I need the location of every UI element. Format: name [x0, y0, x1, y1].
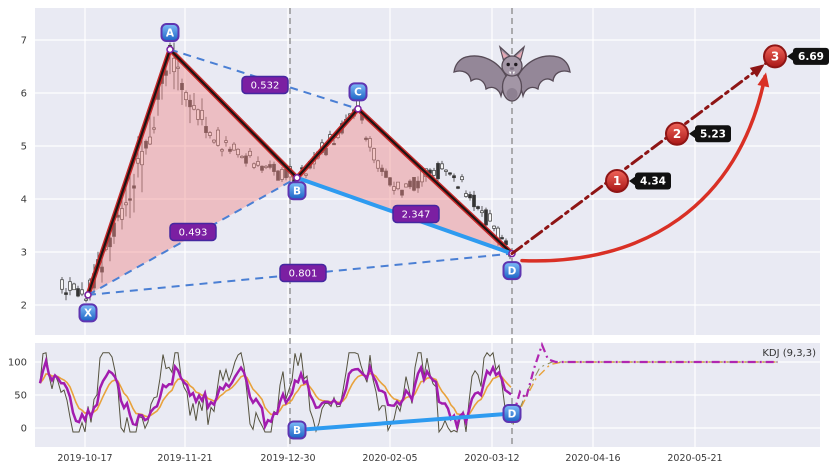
target-number: 2 — [673, 127, 681, 141]
kdj-point-d-label: D — [508, 408, 517, 420]
y-tick-label: 3 — [21, 248, 27, 259]
candlesticks — [60, 42, 516, 303]
x-tick-label: 2020-04-16 — [565, 453, 620, 464]
kdj-tick-label: 0 — [21, 424, 27, 435]
pattern-fill — [297, 108, 512, 254]
pattern-leg-BC — [295, 107, 360, 179]
target-number: 3 — [771, 49, 779, 63]
arrowhead — [757, 72, 770, 88]
y-tick-label: 2 — [21, 301, 27, 312]
pattern-point-marker — [166, 45, 174, 54]
ratio-value: 2.347 — [402, 210, 431, 221]
price-tag — [793, 47, 829, 65]
ratio-value: 0.532 — [251, 81, 280, 92]
point-badge-d — [502, 261, 522, 281]
x-tick-label: 2020-02-05 — [362, 453, 417, 464]
x-tick-label: 2020-05-21 — [667, 453, 722, 464]
y-tick-label: 7 — [21, 36, 27, 47]
pattern-fill — [88, 49, 297, 295]
pattern-point-marker — [354, 105, 362, 113]
ratio-value: 0.493 — [179, 228, 208, 239]
ratio-badge — [169, 222, 217, 242]
price-tag-value: 5.23 — [700, 128, 726, 140]
projection-targets: 4.34 1 5.23 2 6.69 3 — [510, 44, 829, 263]
projection-line — [510, 54, 777, 256]
kdj-k-line — [38, 356, 512, 432]
price-tag — [635, 172, 671, 190]
point-badge-a-label: A — [166, 27, 175, 39]
ratio-value: 0.801 — [289, 269, 318, 280]
kdj-tick-label: 100 — [8, 358, 27, 369]
point-badge-b — [287, 181, 307, 201]
price-tag-value: 4.34 — [640, 175, 666, 187]
harmonic-pattern: 0.532 0.493 0.801 2.347 X A B C D — [78, 23, 522, 323]
target-circle-3 — [763, 44, 787, 69]
pattern-leg-CD — [356, 107, 514, 255]
axis-labels: 2 3 4 5 6 7 0 50 100 2019-10-17 2019-11-21 2019-12-… — [8, 36, 723, 465]
ratio-badge — [279, 263, 327, 283]
arrowhead — [749, 64, 765, 78]
bat-icon — [453, 45, 571, 102]
price-tag — [695, 125, 731, 143]
y-tick-label: 5 — [21, 142, 27, 153]
target-circle-1 — [605, 168, 629, 193]
point-badge-c-label: C — [354, 87, 362, 99]
price-tag-value: 6.69 — [798, 51, 824, 63]
point-badge-b-label: B — [293, 186, 301, 198]
x-tick-label: 2019-11-21 — [157, 453, 212, 464]
kdj-tick-label: 50 — [14, 391, 27, 402]
point-badge-d-label: D — [508, 265, 517, 277]
x-tick-label: 2019-10-17 — [57, 453, 112, 464]
target-circle-2 — [665, 121, 689, 146]
kdj-point-b-label: B — [293, 425, 301, 437]
kdj-point-d — [502, 403, 522, 423]
pattern-point-marker — [84, 291, 92, 299]
pattern-leg-AB — [168, 48, 299, 179]
price-tag-arrow — [689, 128, 696, 139]
kdj-point-b — [287, 420, 307, 440]
price-tag-arrow — [629, 175, 636, 186]
x-tick-label: 2019-12-30 — [260, 453, 315, 464]
price-tag-arrow — [787, 51, 794, 62]
y-tick-label: 4 — [21, 195, 27, 206]
y-tick-label: 6 — [21, 89, 27, 100]
x-tick-label: 2020-03-12 — [464, 453, 519, 464]
point-badge-x — [78, 303, 98, 323]
point-badge-c — [348, 82, 368, 102]
kdj-bd-line — [295, 411, 514, 432]
pattern-leg-XA — [86, 48, 172, 297]
ratio-badge — [392, 204, 440, 224]
curved-arrow — [520, 74, 767, 263]
point-badge-x-label: X — [84, 308, 92, 320]
point-badge-a — [160, 23, 180, 43]
pattern-point-marker — [293, 174, 301, 182]
kdj-indicator: BD — [38, 341, 778, 440]
kdj-projection — [512, 361, 775, 424]
ratio-badge — [241, 75, 289, 95]
kdj-projection — [511, 341, 778, 417]
target-number: 1 — [613, 174, 621, 188]
kdj-label: KDJ (9,3,3) — [762, 348, 816, 359]
